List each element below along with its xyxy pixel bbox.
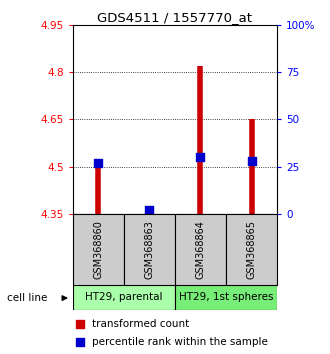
Text: transformed count: transformed count bbox=[92, 319, 189, 329]
Text: GSM368864: GSM368864 bbox=[195, 220, 206, 279]
Point bbox=[147, 207, 152, 213]
Text: cell line: cell line bbox=[7, 293, 47, 303]
Point bbox=[249, 158, 254, 164]
Title: GDS4511 / 1557770_at: GDS4511 / 1557770_at bbox=[97, 11, 252, 24]
Bar bbox=[226, 214, 277, 285]
Bar bbox=[124, 214, 175, 285]
Text: GSM368860: GSM368860 bbox=[93, 220, 103, 279]
Point bbox=[77, 321, 82, 327]
Point bbox=[198, 155, 203, 160]
Text: percentile rank within the sample: percentile rank within the sample bbox=[92, 337, 268, 347]
Point bbox=[96, 160, 101, 166]
Bar bbox=[73, 214, 124, 285]
Bar bbox=[175, 285, 277, 310]
Point bbox=[77, 339, 82, 344]
Text: GSM368863: GSM368863 bbox=[144, 220, 154, 279]
Text: HT29, 1st spheres: HT29, 1st spheres bbox=[179, 292, 273, 302]
Text: GSM368865: GSM368865 bbox=[247, 220, 257, 279]
Bar bbox=[175, 214, 226, 285]
Text: HT29, parental: HT29, parental bbox=[85, 292, 162, 302]
Bar bbox=[73, 285, 175, 310]
